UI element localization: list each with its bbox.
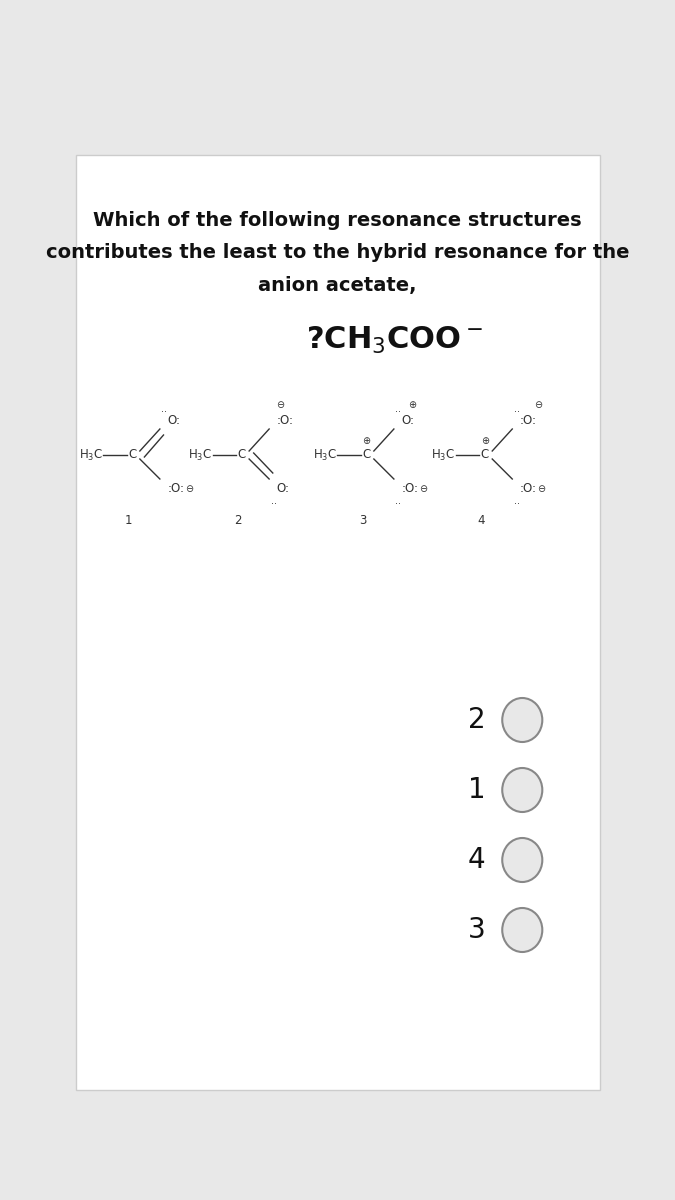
- Text: anion acetate,: anion acetate,: [258, 276, 416, 295]
- Text: :O:: :O:: [401, 482, 418, 496]
- Text: 2: 2: [468, 706, 485, 734]
- Text: ⊖: ⊖: [419, 484, 427, 494]
- Text: :O:: :O:: [277, 414, 294, 427]
- Text: :O:: :O:: [167, 482, 184, 496]
- Text: 1: 1: [468, 776, 485, 804]
- Circle shape: [502, 768, 542, 812]
- Text: ..: ..: [514, 496, 520, 506]
- Circle shape: [502, 838, 542, 882]
- Circle shape: [502, 698, 542, 742]
- Text: ⊕: ⊕: [362, 436, 371, 446]
- Text: ⊕: ⊕: [408, 400, 416, 410]
- Text: ⊖: ⊖: [537, 484, 545, 494]
- Text: ⊖: ⊖: [276, 400, 284, 410]
- Text: 4: 4: [477, 514, 485, 527]
- Text: :O:: :O:: [520, 414, 537, 427]
- Text: O:: O:: [277, 482, 290, 496]
- Text: O:: O:: [167, 414, 180, 427]
- Text: 3: 3: [359, 514, 367, 527]
- Text: H$_3$C: H$_3$C: [78, 448, 103, 462]
- Text: 2: 2: [234, 514, 242, 527]
- Text: 1: 1: [125, 514, 133, 527]
- Text: H$_3$C: H$_3$C: [313, 448, 337, 462]
- Text: ..: ..: [514, 404, 520, 414]
- Text: ..: ..: [396, 404, 402, 414]
- Text: contributes the least to the hybrid resonance for the: contributes the least to the hybrid reso…: [46, 244, 629, 263]
- Text: C: C: [128, 449, 136, 462]
- Text: 4: 4: [468, 846, 485, 874]
- Text: C: C: [481, 449, 489, 462]
- Text: ..: ..: [271, 496, 277, 506]
- Text: ..: ..: [161, 404, 167, 414]
- Text: H$_3$C: H$_3$C: [431, 448, 455, 462]
- Text: ⊖: ⊖: [534, 400, 542, 410]
- Circle shape: [502, 908, 542, 952]
- Text: :O:: :O:: [520, 482, 537, 496]
- Text: O:: O:: [401, 414, 414, 427]
- Text: ..: ..: [396, 496, 402, 506]
- Text: Which of the following resonance structures: Which of the following resonance structu…: [93, 210, 582, 229]
- Text: 3: 3: [468, 916, 485, 944]
- Text: C: C: [238, 449, 246, 462]
- Text: ?CH$_3$COO$^-$: ?CH$_3$COO$^-$: [306, 324, 483, 355]
- FancyBboxPatch shape: [76, 155, 599, 1090]
- Text: C: C: [362, 449, 371, 462]
- Text: H$_3$C: H$_3$C: [188, 448, 212, 462]
- Text: ⊖: ⊖: [185, 484, 193, 494]
- Text: ⊕: ⊕: [481, 436, 489, 446]
